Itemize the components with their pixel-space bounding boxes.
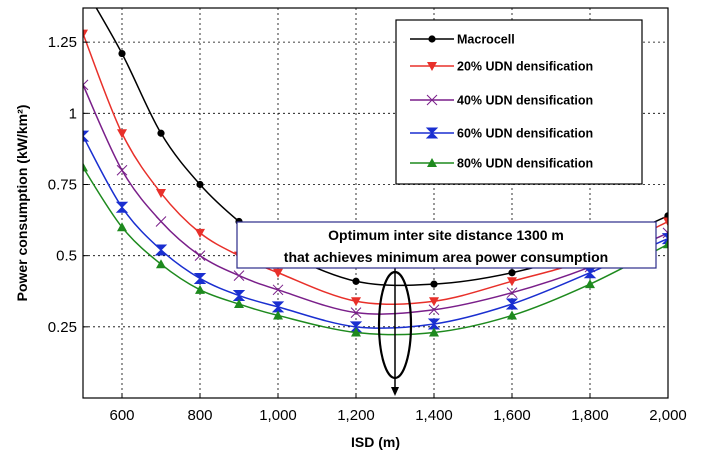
x-tick-label: 600 [109,407,134,424]
annotation-box [236,221,657,269]
series-point [83,130,90,142]
optimum-annotation: Optimum inter site distance 1300 m that a… [236,221,657,396]
series-point [233,270,245,281]
x-tick-label: 800 [187,407,212,424]
series-point [430,280,438,288]
series-line [83,84,668,315]
series-point [508,269,516,277]
series-point [116,164,128,176]
series-point [83,79,89,91]
series-5 [83,162,668,337]
series-point [428,304,440,316]
legend-box [395,19,643,185]
series-point [585,279,595,289]
series-point [661,233,668,245]
series-point [157,129,165,137]
x-tick-label: 2,000 [649,407,687,424]
series-point [351,327,361,337]
series-point [272,284,284,296]
y-axis-ticks: 0.25 0.5 0.75 1 1.25 [48,34,88,336]
x-axis-ticks: 600 800 1,000 1,200 1,400 1,600 1,800 2,000 [109,393,687,424]
series-point [273,268,283,278]
series-point [194,250,206,262]
series-point [273,310,283,320]
series-point [232,290,246,302]
series-point [350,307,362,318]
series-point [429,297,439,307]
y-tick-label: 0.5 [56,248,77,265]
y-tick-label: 0.75 [48,176,77,193]
series-point [196,180,204,189]
series-point [156,259,166,269]
y-tick-label: 1.25 [48,34,77,51]
series-point [429,327,439,337]
series-point [663,239,668,249]
legend-marker [426,94,438,106]
series-point [351,297,361,307]
series-point [118,49,126,58]
series-point [193,272,207,284]
series-point [117,222,127,232]
legend-marker [428,35,436,43]
series-point [507,277,517,287]
x-axis-title: ISD (m) [351,434,400,450]
y-tick-label: 1 [69,105,77,122]
series-point [507,310,517,320]
series-2 [83,29,668,307]
series-point [352,277,360,285]
series-point [154,244,168,256]
series-point [83,29,88,39]
series-point [115,201,129,213]
legend-label: 40% UDN densification [457,94,593,108]
series-point [155,216,167,227]
series-point [195,228,205,238]
series-point [349,321,363,333]
series-point [117,129,127,139]
series-4 [83,130,668,333]
legend-marker [425,127,439,139]
x-tick-label: 1,000 [259,407,297,424]
series-3 [83,79,668,318]
legend-marker [427,158,437,167]
series-point [505,298,519,310]
legend: Macrocell 20% UDN densification 40% UDN de… [395,19,643,185]
series-point [234,299,244,309]
series-line [83,167,668,336]
y-axis-title: Power consumption (kW/km²) [14,105,30,302]
legend-marker [427,62,437,71]
legend-label: 20% UDN densification [457,60,593,74]
series-line [83,33,668,306]
annotation-line-2: that achieves minimum area power consump… [284,249,608,265]
legend-label: 60% UDN densification [457,127,593,141]
legend-label: Macrocell [457,33,515,47]
series-line [83,135,668,329]
optimum-arrow-head [391,387,399,396]
series-point [271,301,285,313]
series-point [83,162,88,172]
x-tick-label: 1,400 [415,407,453,424]
x-tick-label: 1,800 [571,407,609,424]
series-point [427,318,441,330]
legend-label: 80% UDN densification [457,157,593,171]
annotation-line-1: Optimum inter site distance 1300 m [328,227,564,243]
plot-frame [82,7,669,399]
series-point [195,284,205,294]
x-tick-label: 1,600 [493,407,531,424]
series-point [663,217,668,227]
series-point [506,287,518,299]
y-tick-label: 0.25 [48,319,77,336]
x-tick-label: 1,200 [337,407,375,424]
series-point [156,189,166,199]
series-point [583,267,597,279]
